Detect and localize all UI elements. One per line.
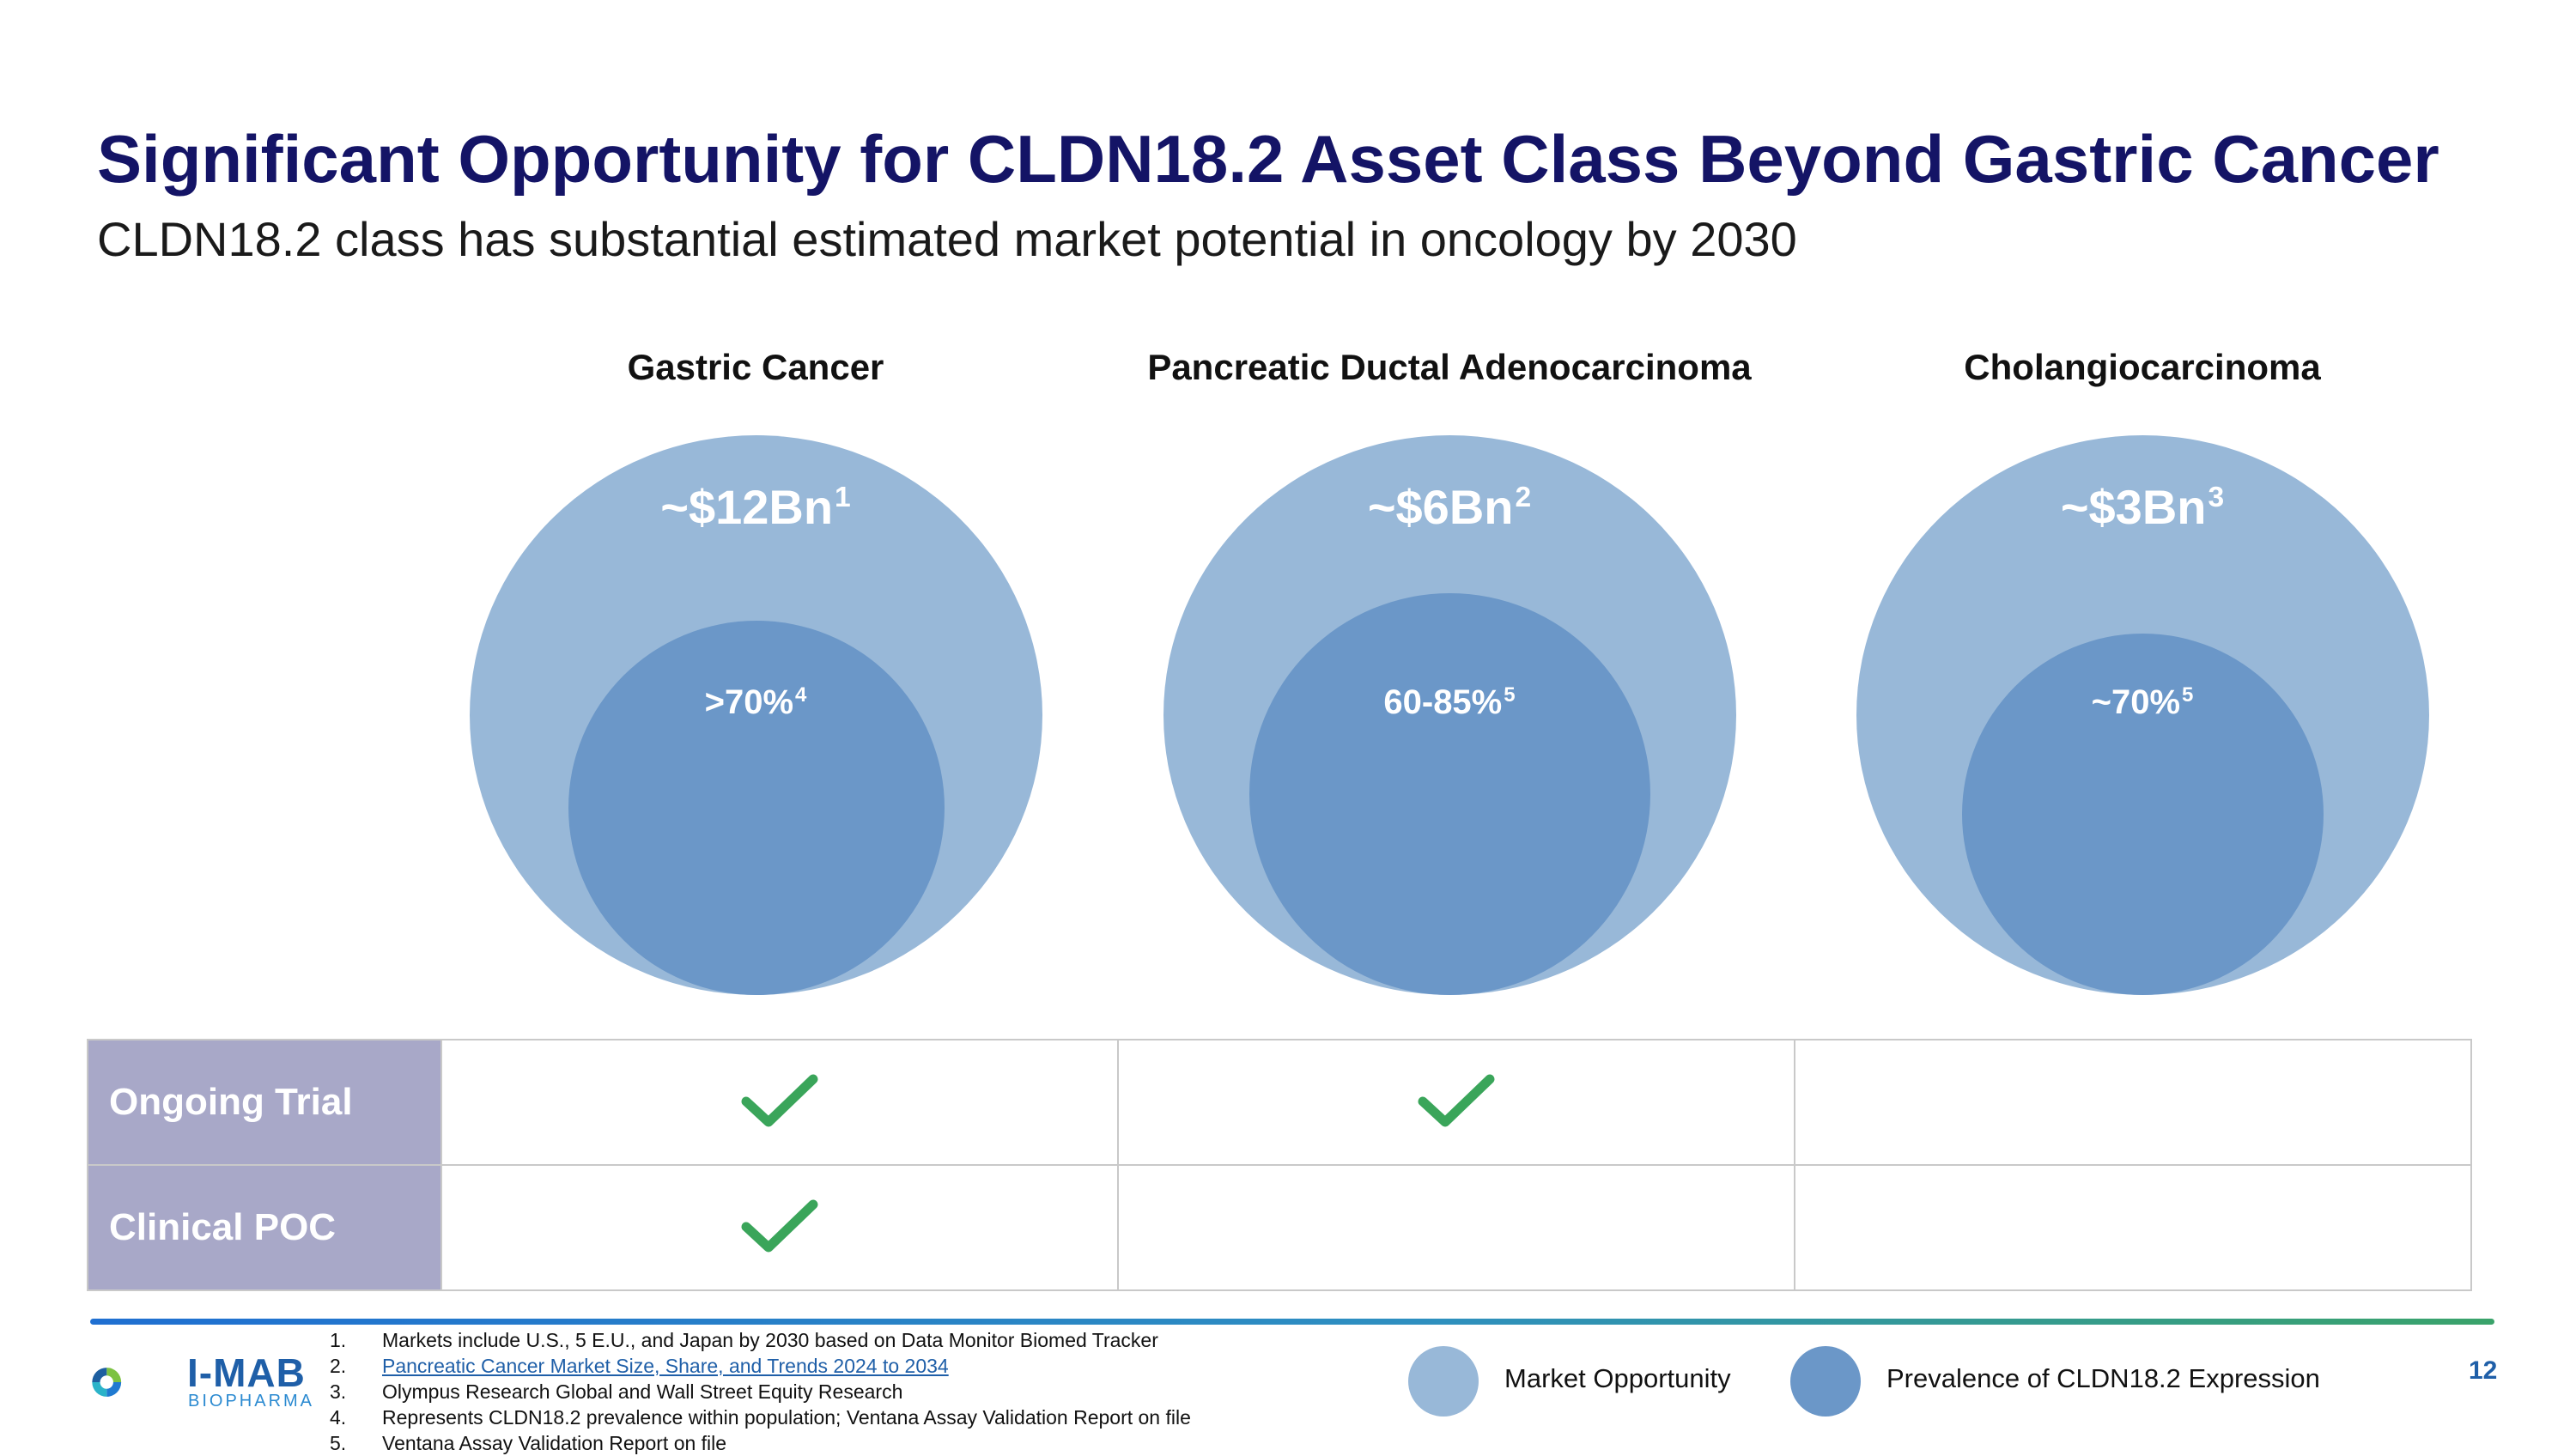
prevalence-value-gastric: >70%4: [704, 682, 807, 721]
column-heading-cholangio: Cholangiocarcinoma: [1964, 347, 2321, 387]
check-icon: [741, 1074, 818, 1126]
prevalence-value-pancreatic: 60-85%5: [1383, 682, 1516, 721]
row-label-clinical-poc: Clinical POC: [87, 1164, 442, 1291]
page-subtitle: CLDN18.2 class has substantial estimated…: [97, 212, 1797, 266]
footnote-item: 2. Pancreatic Cancer Market Size, Share, …: [330, 1355, 949, 1377]
table-cell: [1794, 1164, 2472, 1291]
prevalence-circle-pancreatic: [1249, 593, 1650, 995]
table-row: Ongoing Trial: [87, 1039, 2472, 1166]
table-cell: [1794, 1039, 2472, 1166]
page-number: 12: [2469, 1356, 2498, 1385]
trial-status-table: Ongoing Trial Clinical POC: [87, 1039, 2472, 1291]
logo-name: I-MAB: [187, 1350, 306, 1395]
footnote-link[interactable]: Pancreatic Cancer Market Size, Share, an…: [382, 1355, 949, 1377]
table-row: Clinical POC: [87, 1164, 2472, 1291]
company-logo-icon: [92, 1368, 122, 1397]
prevalence-circle-gastric: [568, 621, 945, 995]
market-value-cholangio: ~$3Bn3: [2060, 480, 2225, 534]
column-heading-gastric: Gastric Cancer: [627, 347, 884, 387]
prevalence-value-cholangio: ~70%5: [2091, 682, 2194, 721]
market-value-gastric: ~$12Bn1: [660, 480, 851, 534]
legend-market-label: Market Opportunity: [1504, 1363, 1731, 1393]
footer-divider: [90, 1319, 2494, 1325]
market-value-pancreatic: ~$6Bn2: [1367, 480, 1532, 534]
check-icon: [741, 1199, 818, 1252]
footnote-item: 1. Markets include U.S., 5 E.U., and Japa…: [330, 1329, 1158, 1351]
footnote-item: 5. Ventana Assay Validation Report on fil…: [330, 1432, 727, 1454]
footnotes: 1. Markets include U.S., 5 E.U., and Japa…: [330, 1327, 1191, 1456]
footnote-item: 4. Represents CLDN18.2 prevalence within …: [330, 1406, 1191, 1429]
table-cell: [1117, 1164, 1795, 1291]
legend-prevalence-label: Prevalence of CLDN18.2 Expression: [1886, 1363, 2320, 1393]
row-label-ongoing-trial: Ongoing Trial: [87, 1039, 442, 1166]
column-heading-pancreatic: Pancreatic Ductal Adenocarcinoma: [1147, 347, 1752, 387]
legend-market-swatch: [1408, 1346, 1479, 1417]
footnote-item: 3. Olympus Research Global and Wall Stree…: [330, 1380, 903, 1403]
prevalence-circle-cholangio: [1962, 634, 2324, 995]
legend-prevalence-swatch: [1790, 1346, 1861, 1417]
table-cell: [440, 1164, 1119, 1291]
check-icon: [1418, 1074, 1495, 1126]
table-cell: [440, 1039, 1119, 1166]
page-title: Significant Opportunity for CLDN18.2 Ass…: [97, 121, 2439, 197]
logo-subtitle: BIOPHARMA: [188, 1392, 315, 1410]
table-cell: [1117, 1039, 1795, 1166]
